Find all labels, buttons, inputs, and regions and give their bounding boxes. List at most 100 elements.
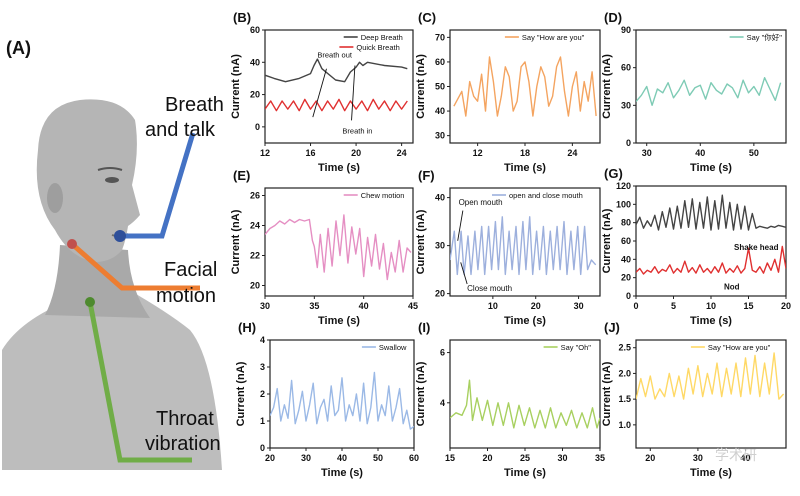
legend-label: Say "你好"	[747, 32, 783, 42]
series-line-0	[265, 214, 412, 281]
x-tick-label: 15	[743, 301, 753, 311]
label-facial-line1: Facial	[164, 259, 217, 281]
chart-g: (G) 0 5 10 15 20 0 20 40 60 80 100 120 Time (s) Curren…	[601, 166, 791, 327]
x-axis-label: Time (s)	[318, 162, 360, 174]
series-line-1	[636, 245, 786, 275]
y-tick-label: 30	[621, 100, 631, 110]
panel-letter: (H)	[238, 320, 256, 335]
y-tick-label: 50	[435, 82, 445, 92]
x-tick-label: 10	[488, 301, 498, 311]
x-tick-label: 40	[741, 453, 751, 463]
y-axis-label: Current (nA)	[415, 209, 427, 274]
x-tick-label: 12	[260, 148, 270, 158]
panel-letter: (B)	[233, 10, 251, 25]
y-tick-label: 2.0	[618, 368, 631, 378]
x-axis-label: Time (s)	[504, 162, 546, 174]
y-tick-label: 1	[260, 416, 265, 426]
y-axis-label: Current (nA)	[230, 54, 242, 119]
breath-indicator-line	[120, 132, 196, 239]
legend-label: open and close mouth	[509, 191, 583, 200]
x-axis-label: Time (s)	[321, 467, 363, 479]
x-tick-label: 30	[642, 148, 652, 158]
label-breath-line1: Breath	[165, 94, 224, 116]
x-tick-label: 20	[781, 301, 791, 311]
y-tick-label: 3	[260, 362, 265, 372]
legend-label: Chew motion	[361, 191, 405, 200]
chart-f: (F) 10 20 30 20 30 40 Time (s) Current (nA) open …	[415, 168, 601, 327]
y-axis-label: Current (nA)	[601, 208, 613, 273]
panel-letter: (F)	[418, 168, 435, 183]
x-axis-label: Time (s)	[690, 467, 732, 479]
panel-letter: (J)	[604, 320, 620, 335]
y-tick-label: 60	[250, 25, 260, 35]
panel-a: (A) Breath and talk Facial	[2, 38, 224, 470]
x-tick-label: 50	[373, 453, 383, 463]
shoulders-shape	[2, 285, 222, 470]
label-throat-line1: Throat	[156, 408, 214, 430]
panel-letter: (I)	[418, 320, 430, 335]
x-tick-label: 30	[693, 453, 703, 463]
y-tick-label: 4	[440, 398, 445, 408]
label-facial-line2: motion	[156, 285, 216, 307]
chart-j: (J) 20 30 40 1.0 1.5 2.0 2.5 Time (s) Current (nA…	[601, 320, 787, 479]
y-tick-label: 20	[435, 289, 445, 299]
x-tick-label: 20	[645, 453, 655, 463]
label-throat-line2: vibration	[145, 433, 221, 455]
y-tick-label: 4	[260, 335, 265, 345]
chart-c: (C) 12 18 24 30 40 50 60 70 Time (s) Current (nA) S…	[415, 10, 601, 174]
x-tick-label: 30	[260, 301, 270, 311]
y-tick-label: 1.5	[618, 394, 631, 404]
series-line-0	[453, 56, 597, 117]
legend-label: Deep Breath	[361, 33, 403, 42]
y-axis-label: Current (nA)	[230, 209, 242, 274]
facial-sensor-dot	[67, 239, 77, 249]
panel-a-letter: (A)	[6, 38, 31, 58]
y-tick-label: 80	[621, 218, 631, 228]
y-axis-label: Current (nA)	[601, 54, 613, 119]
panel-letter: (D)	[604, 10, 622, 25]
y-tick-label: 22	[250, 251, 260, 261]
x-tick-label: 0	[633, 301, 638, 311]
x-axis-label: Time (s)	[504, 467, 546, 479]
axes-frame	[635, 29, 787, 144]
y-axis-label: Current (nA)	[415, 361, 427, 426]
y-tick-label: 100	[616, 199, 631, 209]
y-tick-label: 20	[250, 281, 260, 291]
y-tick-label: 120	[616, 181, 631, 191]
annotation-label: Breath out	[317, 50, 353, 59]
chart-b: (B) 12 16 20 24 0 20 40 60 Time (s) Current (nA) De…	[230, 10, 414, 174]
x-tick-label: 35	[309, 301, 319, 311]
x-tick-label: 15	[445, 453, 455, 463]
x-tick-label: 20	[531, 301, 541, 311]
annotation-arrow	[460, 262, 468, 285]
y-tick-label: 30	[435, 241, 445, 251]
legend-label: Say "How are you"	[708, 343, 771, 352]
y-axis-label: Current (nA)	[235, 361, 247, 426]
y-axis-label: Current (nA)	[415, 54, 427, 119]
y-tick-label: 40	[435, 193, 445, 203]
y-tick-label: 0	[626, 291, 631, 301]
legend-label: Say "How are you"	[522, 33, 585, 42]
ear-shape	[47, 183, 63, 213]
x-tick-label: 25	[520, 453, 530, 463]
x-tick-label: 18	[520, 148, 530, 158]
chart-h: (H) 20 30 40 50 60 0 1 2 3 4 Time (s) Current (nA) Sw…	[235, 320, 419, 479]
series-line-0	[450, 216, 597, 276]
y-tick-label: 0	[626, 138, 631, 148]
axes-frame	[635, 339, 787, 449]
x-tick-label: 45	[408, 301, 418, 311]
x-tick-label: 35	[595, 453, 605, 463]
axes-frame	[264, 187, 414, 297]
panel-letter: (E)	[233, 168, 250, 183]
x-tick-label: 50	[749, 148, 759, 158]
y-tick-label: 20	[621, 273, 631, 283]
x-tick-label: 20	[351, 148, 361, 158]
eyebrow-shape	[97, 167, 123, 171]
x-tick-label: 16	[306, 148, 316, 158]
y-tick-label: 0	[255, 122, 260, 132]
x-tick-label: 12	[473, 148, 483, 158]
chart-d: (D) 30 40 50 0 30 60 90 Time (s) Current (nA) Say …	[601, 10, 787, 174]
x-tick-label: 60	[409, 453, 419, 463]
y-axis-label: Current (nA)	[601, 361, 613, 426]
